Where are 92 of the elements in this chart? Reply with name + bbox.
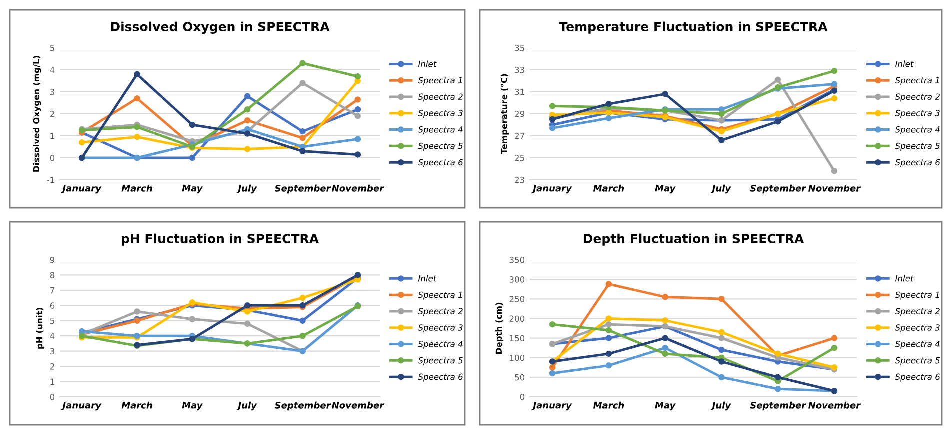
x-tick-label: January <box>532 402 572 411</box>
y-tick-label: 31 <box>515 88 524 96</box>
y-tick-label: 300 <box>510 276 525 283</box>
x-tick-label: January <box>61 402 102 411</box>
legend-label: Speectra 2 <box>418 308 463 316</box>
y-tick-label: 6 <box>50 302 55 309</box>
x-tick-label: July <box>710 184 732 194</box>
y-tick-label: 3 <box>50 88 54 96</box>
legend-label: Speectra 5 <box>418 142 463 151</box>
y-tick-label: 0 <box>520 394 525 400</box>
x-tick-label: September <box>750 402 807 411</box>
x-tick-label: January <box>61 185 102 194</box>
y-tick-label: -1 <box>47 177 54 184</box>
chart-title: Dissolved Oxygen in SPEECTRA <box>111 22 330 34</box>
legend-label: Speectra 4 <box>418 341 463 349</box>
legend-label: Speectra 6 <box>895 374 940 382</box>
y-tick-label: 35 <box>515 44 524 52</box>
y-tick-label: 5 <box>50 318 54 324</box>
legend-label: Speectra 1 <box>895 77 940 86</box>
y-tick-label: 2 <box>50 364 54 370</box>
y-axis-title: pH (unit) <box>36 308 44 349</box>
y-tick-label: 33 <box>515 66 524 74</box>
legend-label: Speectra 4 <box>895 341 940 349</box>
y-tick-label: 200 <box>510 316 525 322</box>
x-tick-label: January <box>532 185 572 194</box>
y-tick-label: 250 <box>510 296 525 302</box>
y-tick-label: 9 <box>50 256 55 264</box>
x-tick-label: March <box>593 402 624 409</box>
x-tick-label: September <box>274 402 332 411</box>
x-tick-label: July <box>710 402 732 411</box>
x-tick-label: November <box>332 184 385 192</box>
legend-label: Speectra 5 <box>418 357 463 366</box>
y-axis-title: Temperature (°C) <box>500 74 509 154</box>
legend-label: Speectra 6 <box>895 159 940 168</box>
chart-title: Depth Fluctuation in SPEECTRA <box>584 234 804 246</box>
x-tick-label: March <box>122 402 152 409</box>
y-tick-label: 25 <box>515 154 524 162</box>
x-tick-label: November <box>332 402 385 409</box>
legend-label: Speectra 3 <box>418 324 463 333</box>
y-tick-label: 8 <box>50 272 55 279</box>
legend-label: Speectra 1 <box>418 292 462 300</box>
x-tick-label: March <box>593 184 624 192</box>
y-axis-title: Depth (cm) <box>496 302 504 354</box>
x-tick-label: November <box>808 402 862 409</box>
x-tick-label: July <box>236 402 258 411</box>
x-tick-label: May <box>182 402 204 411</box>
legend-label: Speectra 6 <box>418 374 463 382</box>
y-tick-label: 5 <box>50 45 54 52</box>
x-tick-label: May <box>655 402 676 411</box>
legend-label: Inlet <box>895 60 914 68</box>
y-tick-label: 23 <box>515 176 524 184</box>
y-tick-label: 2 <box>50 110 54 118</box>
y-tick-label: 150 <box>510 335 525 342</box>
legend-label: Speectra 6 <box>418 159 463 168</box>
y-axis-title: Dissolved Oxygen (mg/L) <box>33 56 42 172</box>
x-tick-label: May <box>655 185 676 194</box>
x-tick-label: July <box>236 184 258 194</box>
x-tick-label: November <box>808 184 862 192</box>
y-tick-label: 3 <box>50 348 54 355</box>
chart-title: pH Fluctuation in SPEECTRA <box>122 234 319 246</box>
y-tick-label: 100 <box>510 354 525 362</box>
y-tick-label: 27 <box>515 132 524 140</box>
legend-label: Speectra 2 <box>895 308 940 316</box>
y-tick-label: 4 <box>50 333 55 340</box>
y-tick-label: 50 <box>515 374 525 381</box>
legend-label: Speectra 3 <box>418 110 463 118</box>
legend-label: Speectra 1 <box>895 292 940 300</box>
legend-label: Speectra 2 <box>895 94 940 102</box>
y-tick-label: 0 <box>50 154 55 162</box>
legend-label: Speectra 5 <box>895 357 940 366</box>
x-tick-label: March <box>122 184 152 192</box>
y-tick-label: 0 <box>50 394 55 400</box>
legend-label: Speectra 3 <box>895 110 940 118</box>
legend-label: Inlet <box>895 275 914 282</box>
legend-label: Inlet <box>418 60 437 68</box>
chart-title: Temperature Fluctuation in SPEECTRA <box>559 22 828 34</box>
y-tick-label: 1 <box>50 133 54 140</box>
x-tick-label: May <box>182 185 204 194</box>
legend-label: Inlet <box>418 275 437 282</box>
y-tick-label: 4 <box>50 67 55 74</box>
y-tick-label: 1 <box>50 378 54 385</box>
x-tick-label: September <box>750 184 807 194</box>
legend-label: Speectra 5 <box>895 142 940 151</box>
y-tick-label: 29 <box>515 110 525 118</box>
legend-label: Speectra 4 <box>418 126 463 134</box>
legend-label: Speectra 4 <box>895 126 940 134</box>
legend-label: Speectra 3 <box>895 324 940 333</box>
y-tick-label: 7 <box>50 288 54 294</box>
legend-label: Speectra 1 <box>418 77 462 86</box>
x-tick-label: September <box>274 184 332 194</box>
y-tick-label: 350 <box>510 256 525 264</box>
legend-label: Speectra 2 <box>418 94 463 102</box>
